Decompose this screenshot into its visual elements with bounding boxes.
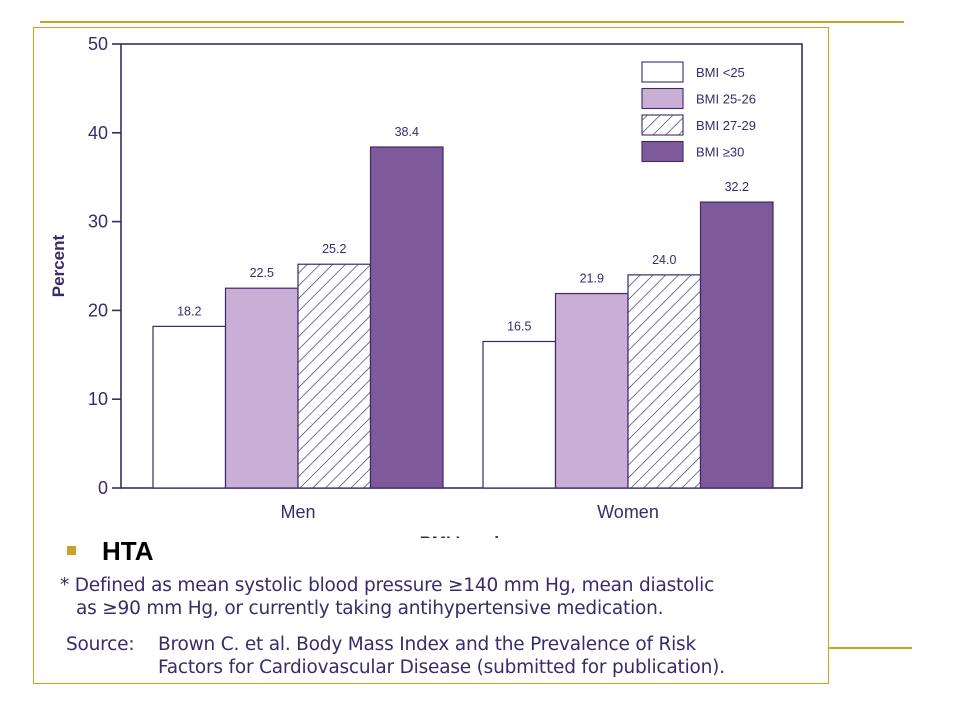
bar-men-4 <box>369 146 444 489</box>
y-tick-label: 0 <box>98 478 108 498</box>
value-label: 18.2 <box>177 304 201 318</box>
value-label: 16.5 <box>507 319 531 333</box>
bar-women-2 <box>554 292 629 489</box>
legend-label: BMI 27-29 <box>696 118 756 133</box>
legend-label: BMI 25-26 <box>696 92 756 107</box>
bar-men-2 <box>224 287 299 489</box>
value-label: 25.2 <box>322 242 346 256</box>
legend-swatch <box>641 61 684 83</box>
value-label: 21.9 <box>580 272 604 286</box>
legend-swatch <box>641 87 684 110</box>
bottom-rule <box>808 647 912 649</box>
y-tick-label: 10 <box>88 389 108 409</box>
y-tick-label: 20 <box>88 300 108 320</box>
legend-label: BMI ≥30 <box>696 145 744 160</box>
plot-frame <box>120 43 803 489</box>
value-label: 24.0 <box>652 253 676 267</box>
bar-women-1 <box>482 340 557 489</box>
footnote-line-1: * Defined as mean systolic blood pressur… <box>60 575 715 596</box>
source-line-2: Factors for Cardiovascular Disease (subm… <box>158 657 725 678</box>
figure-frame: 0 10 20 30 40 50 Percent 18.2 22.5 25.2 38.4 Men 16… <box>33 27 829 684</box>
source-line-1: Brown C. et al. Body Mass Index and the … <box>158 634 696 655</box>
footnote-line-2: as ≥90 mm Hg, or currently taking antihy… <box>76 598 664 619</box>
value-label: 32.2 <box>725 180 749 194</box>
y-axis-label: Percent <box>49 234 68 297</box>
bar-men-1 <box>152 325 227 489</box>
x-tick-label: Men <box>280 502 315 522</box>
legend-swatch <box>641 114 684 136</box>
bar-men-3 <box>297 263 372 489</box>
bar-chart: 0 10 20 30 40 50 Percent 18.2 22.5 25.2 38.4 Men 16… <box>49 34 803 538</box>
value-label: 22.5 <box>250 266 274 280</box>
source-label: Source: <box>66 634 135 655</box>
x-tick-label: Women <box>597 502 659 522</box>
top-rule <box>40 21 904 23</box>
legend-swatch <box>641 140 684 163</box>
y-tick-label: 30 <box>88 212 108 232</box>
bar-women-3 <box>627 274 702 489</box>
bullet-square-icon <box>67 546 76 555</box>
bullet-text: HTA <box>102 536 154 566</box>
y-tick-label: 50 <box>88 34 108 54</box>
value-label: 38.4 <box>395 125 419 139</box>
y-tick-label: 40 <box>88 123 108 143</box>
x-axis-label: BMI Levels <box>420 533 509 538</box>
legend-label: BMI <25 <box>696 65 745 80</box>
bar-women-4 <box>699 201 774 489</box>
